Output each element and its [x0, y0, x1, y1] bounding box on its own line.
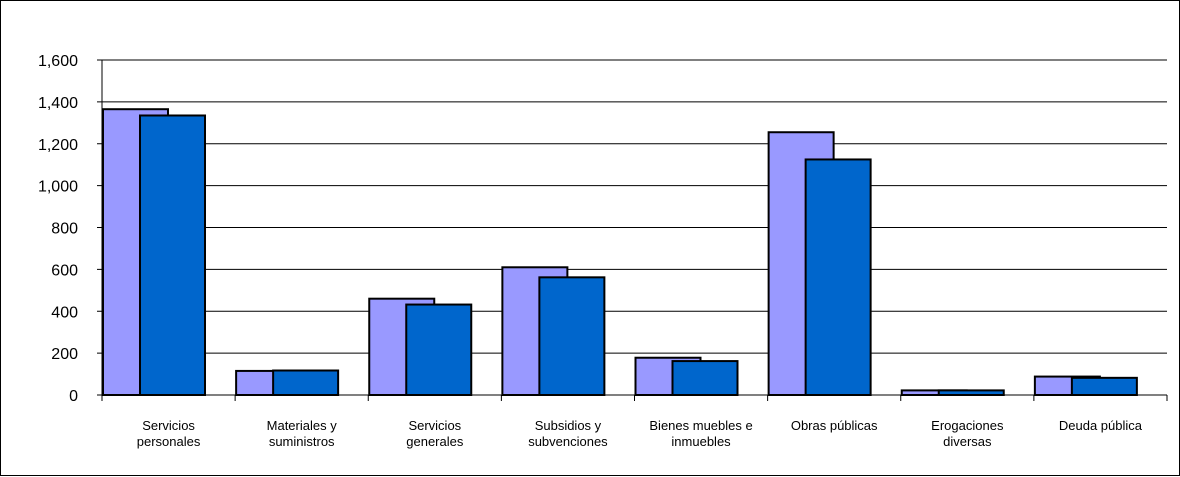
y-tick-label: 400 — [51, 304, 78, 321]
x-tick-label-line: Obras públicas — [791, 418, 878, 433]
bar — [405, 303, 473, 396]
bar — [538, 276, 606, 396]
y-tick-label: 0 — [69, 388, 78, 405]
y-tick-label: 600 — [51, 262, 78, 279]
x-tick-label-line: subvenciones — [528, 434, 608, 449]
bar — [937, 389, 1005, 396]
y-tick-label: 1,400 — [38, 95, 78, 112]
bar — [1070, 376, 1138, 396]
x-tick-label-line: personales — [137, 434, 201, 449]
x-tick-label-line: Subsidios y — [535, 418, 602, 433]
x-tick-label-line: diversas — [943, 434, 992, 449]
x-tick-label-line: Erogaciones — [931, 418, 1004, 433]
x-tick-label-line: Bienes muebles e — [649, 418, 752, 433]
x-tick-label-line: inmuebles — [671, 434, 731, 449]
x-tick-label-line: suministros — [269, 434, 335, 449]
x-tick-label: Servicios generales — [406, 418, 464, 449]
bar — [139, 114, 206, 396]
x-tick-label-line: generales — [406, 434, 464, 449]
y-tick-label: 1,000 — [38, 179, 78, 196]
x-tick-label-line: Servicios — [142, 418, 195, 433]
x-tick-label: Deuda pública — [1059, 418, 1143, 433]
y-tick-label: 800 — [51, 221, 78, 238]
x-tick-label-line: Deuda pública — [1059, 418, 1143, 433]
bar — [671, 360, 739, 396]
y-tick-label: 200 — [51, 346, 78, 363]
x-tick-label-line: Servicios — [408, 418, 461, 433]
bar — [804, 158, 872, 396]
bar — [272, 369, 340, 396]
y-tick-label: 1,200 — [38, 137, 78, 154]
x-tick-label: Bienes muebles e inmuebles — [649, 418, 752, 449]
x-tick-label-line: Materiales y — [267, 418, 338, 433]
x-tick-label: Subsidios y subvenciones — [528, 418, 608, 449]
x-tick-label: Obras públicas — [791, 418, 878, 433]
y-tick-label: 1,600 — [38, 53, 78, 70]
x-tick-label: Servicios personales — [137, 418, 201, 449]
x-tick-label: Erogaciones diversas — [931, 418, 1004, 449]
x-tick-label: Materiales y suministros — [267, 418, 338, 449]
